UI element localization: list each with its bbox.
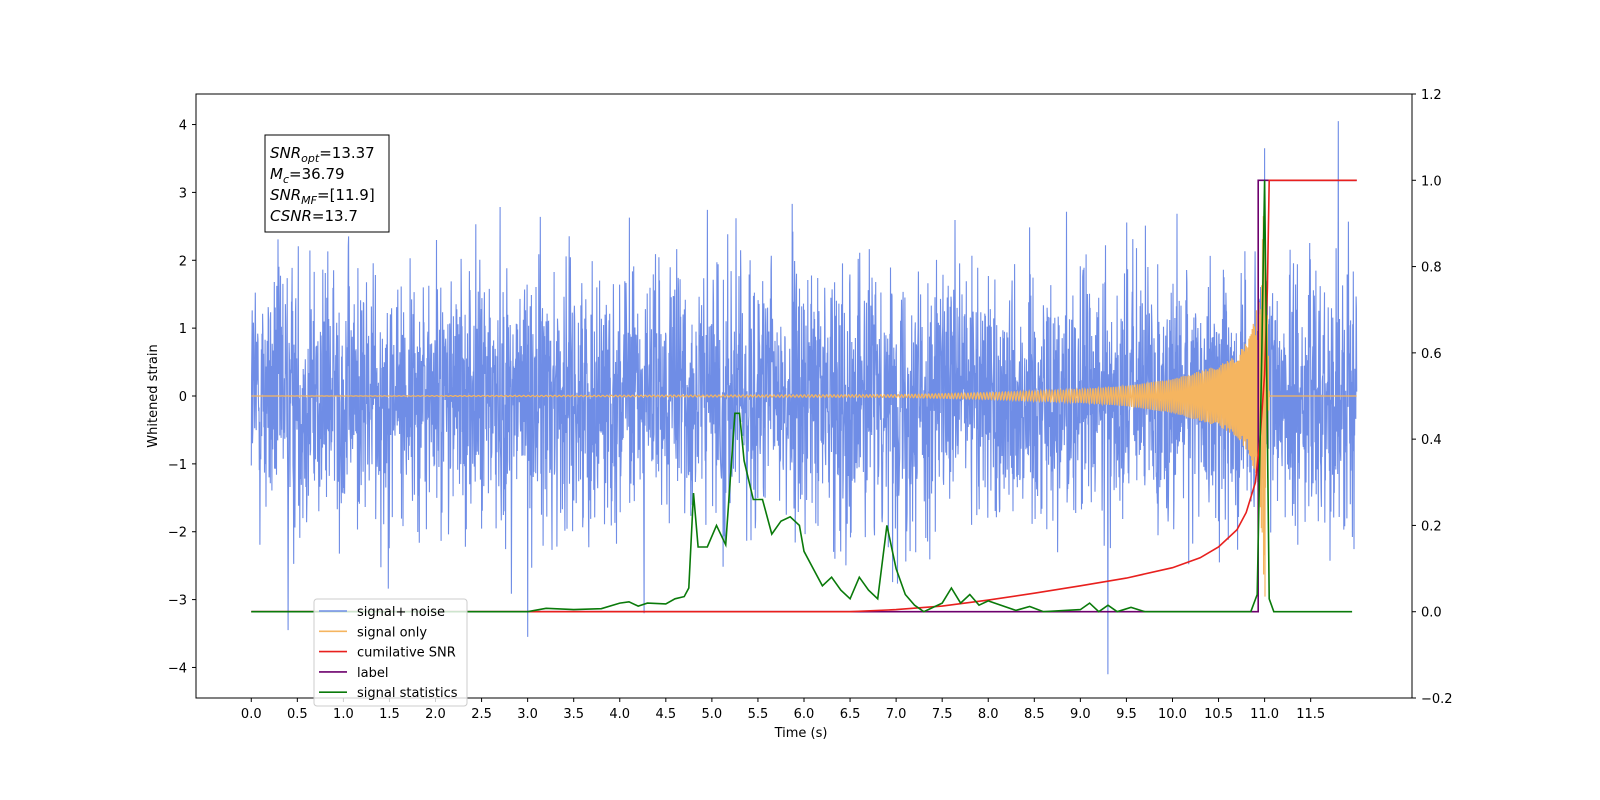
y-left-tick-label: −2 (168, 526, 187, 541)
x-tick-label: 7.0 (886, 707, 907, 722)
y-right-tick-label: 1.0 (1421, 174, 1442, 189)
cumulative-snr-line (251, 179, 1357, 613)
signal-noise-series (250, 121, 1358, 675)
x-tick-label: 1.0 (333, 707, 354, 722)
annotation-line: SNRopt=13.37 (270, 144, 375, 165)
y-right-tick-label: 0.0 (1421, 606, 1442, 621)
legend-label: signal statistics (357, 686, 458, 701)
signal-noise-line (250, 121, 1358, 675)
x-tick-label: 9.5 (1116, 707, 1137, 722)
x-tick-label: 4.5 (655, 707, 676, 722)
y-left-axis-ticks: 4 3 2 1 0 −1 −2 −3 −4 (168, 119, 196, 676)
x-tick-label: 11.5 (1296, 707, 1325, 722)
signal-only-series (251, 179, 1357, 597)
legend-label: signal only (357, 625, 427, 640)
x-tick-label: 1.5 (379, 707, 400, 722)
x-tick-label: 9.0 (1070, 707, 1091, 722)
annotation-box: SNRopt=13.37Mc=36.79SNRMF=[11.9]CSNR=13.… (264, 134, 390, 233)
y-left-tick-label: 4 (179, 119, 187, 134)
x-tick-label: 0.0 (241, 707, 262, 722)
signal-only-line (251, 179, 1357, 597)
y-right-tick-label: 0.8 (1421, 261, 1442, 276)
legend-label: label (357, 666, 388, 681)
x-tick-label: 5.5 (748, 707, 769, 722)
y-left-tick-label: −3 (168, 594, 187, 609)
y-left-tick-label: −4 (168, 661, 187, 676)
x-tick-label: 6.0 (794, 707, 815, 722)
x-tick-label: 10.5 (1204, 707, 1233, 722)
overlay-series (251, 179, 1357, 613)
y-axis-label: Whitened strain (146, 344, 161, 447)
y-right-tick-label: −0.2 (1421, 692, 1453, 707)
x-tick-label: 11.0 (1250, 707, 1279, 722)
annotation-frame (264, 134, 390, 233)
y-right-tick-label: 0.2 (1421, 519, 1442, 534)
x-tick-label: 6.5 (840, 707, 861, 722)
x-tick-label: 8.0 (978, 707, 999, 722)
x-tick-label: 10.0 (1158, 707, 1187, 722)
signal-statistics-line (251, 180, 1353, 613)
y-right-axis-ticks: 1.2 1.0 0.8 0.6 0.4 0.2 0.0 −0.2 (1412, 88, 1453, 707)
x-tick-label: 2.0 (425, 707, 446, 722)
y-left-tick-label: 0 (179, 390, 187, 405)
annotation-line: Mc=36.79 (270, 165, 345, 186)
x-tick-label: 0.5 (287, 707, 308, 722)
x-tick-label: 4.0 (609, 707, 630, 722)
legend-frame (313, 598, 468, 707)
x-tick-label: 3.0 (517, 707, 538, 722)
y-right-tick-label: 1.2 (1421, 88, 1442, 103)
y-left-tick-label: −1 (168, 458, 187, 473)
y-left-tick-label: 1 (179, 322, 187, 337)
y-right-tick-label: 0.6 (1421, 347, 1442, 362)
x-tick-label: 2.5 (471, 707, 492, 722)
annotation-line: CSNR=13.7 (270, 207, 358, 225)
y-left-tick-label: 2 (179, 254, 187, 269)
x-axis-label: Time (s) (774, 726, 828, 741)
x-tick-label: 5.0 (702, 707, 723, 722)
x-tick-label: 8.5 (1024, 707, 1045, 722)
y-left-tick-label: 3 (179, 186, 187, 201)
x-tick-label: 3.5 (563, 707, 584, 722)
x-axis-ticks: 0.0 0.5 1.0 1.5 2.0 2.5 3.0 3.5 4.0 4.5 5.0 5.5 6.0 6… (241, 698, 1325, 722)
legend-label: signal+ noise (357, 605, 445, 620)
legend-label: cumilative SNR (357, 646, 456, 661)
legend: signal+ noise signal only cumilative SNR la… (313, 598, 468, 707)
y-right-tick-label: 0.4 (1421, 433, 1442, 448)
x-tick-label: 7.5 (932, 707, 953, 722)
annotation-line: SNRMF=[11.9] (270, 186, 375, 207)
